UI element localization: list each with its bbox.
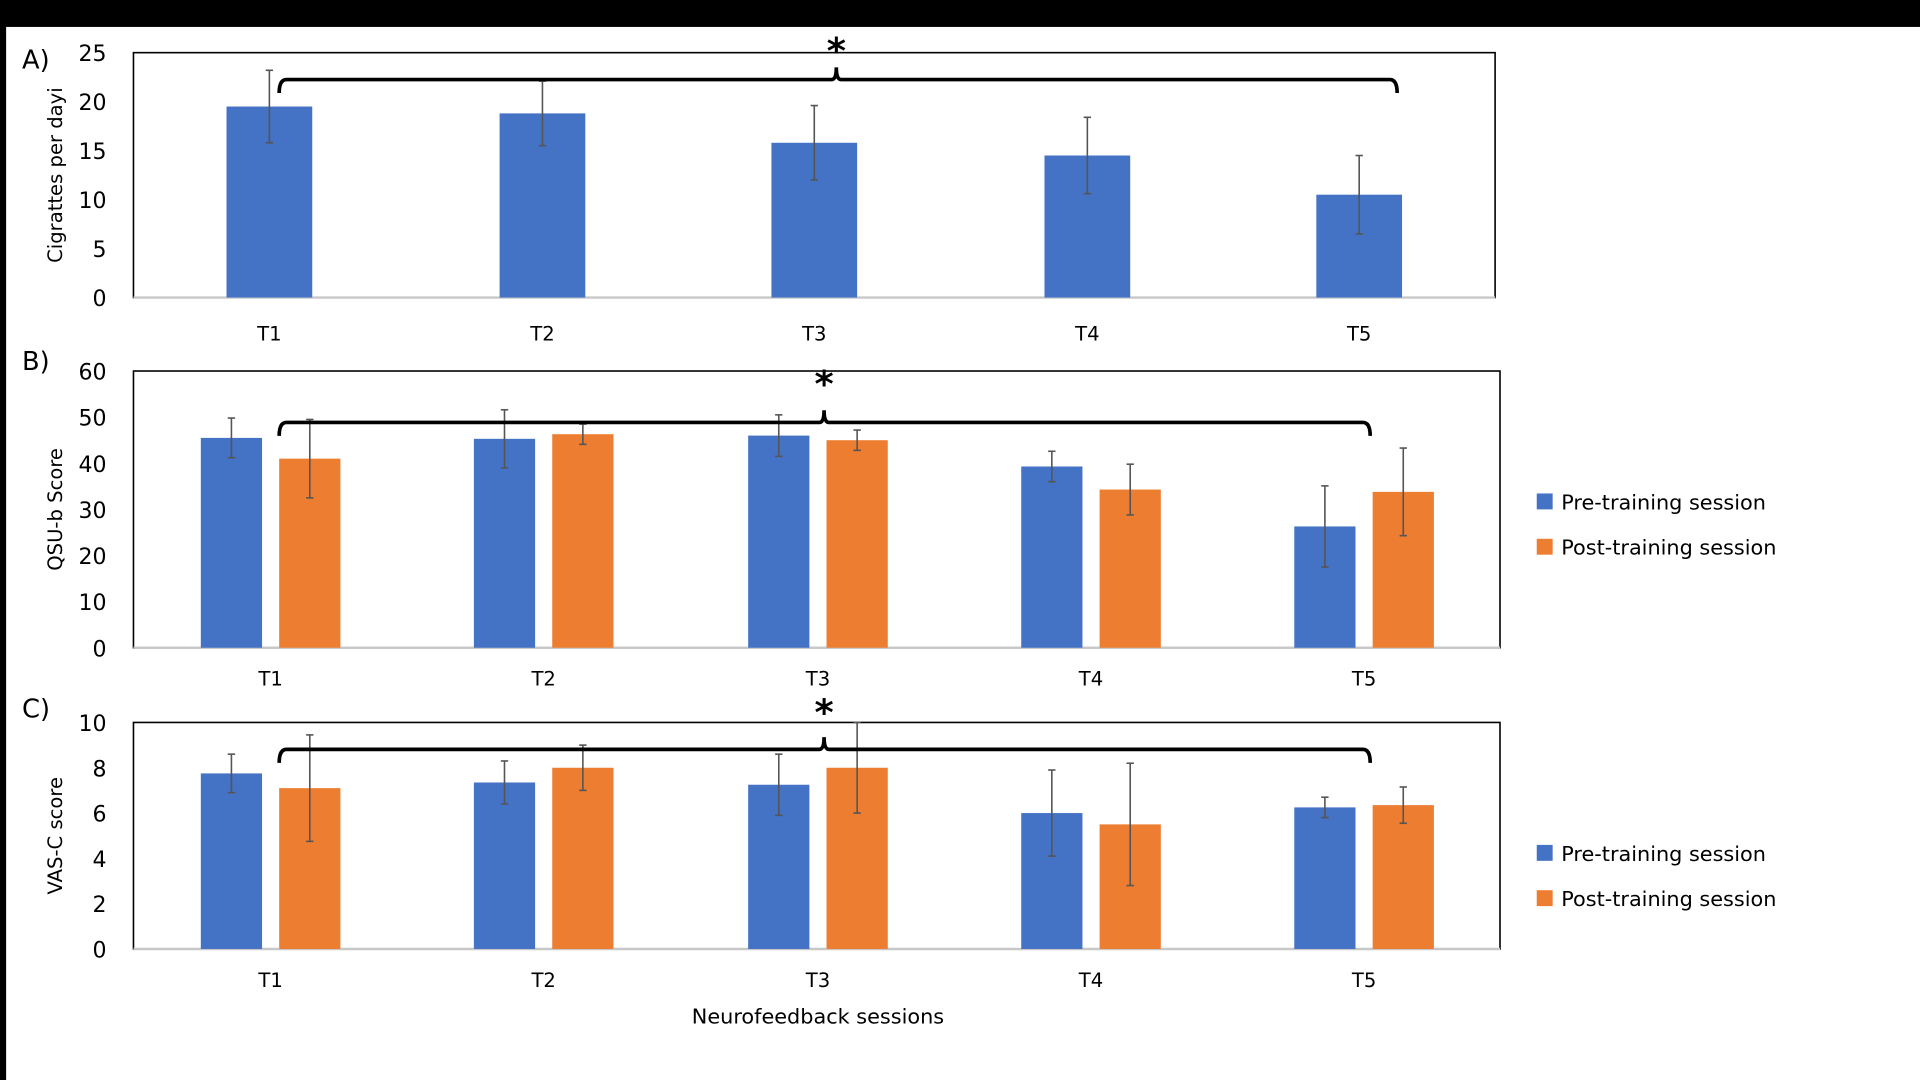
panel-label: B) <box>22 347 50 377</box>
y-tick-label: 40 <box>78 453 106 478</box>
panel-label: A) <box>22 46 50 76</box>
x-tick-label: T5 <box>1351 668 1376 691</box>
x-tick-label: T5 <box>1351 969 1376 992</box>
x-tick-label: T4 <box>1078 969 1103 992</box>
y-tick-label: 25 <box>78 42 106 67</box>
legend-label: Pre-training session <box>1561 842 1766 866</box>
x-tick-label: T4 <box>1074 322 1099 345</box>
bar-t4-series-2 <box>1099 489 1161 648</box>
bar-t3-series-1 <box>748 435 810 648</box>
legend-swatch <box>1536 844 1553 861</box>
x-tick-label: T2 <box>530 668 555 691</box>
bar-t2-series-1 <box>473 438 536 648</box>
x-tick-label: T4 <box>1078 668 1103 691</box>
y-tick-label: 0 <box>92 287 106 312</box>
y-tick-label: 10 <box>78 712 106 737</box>
legend-label: Pre-training session <box>1561 490 1766 514</box>
x-tick-label: T5 <box>1346 322 1371 345</box>
significance-asterisk: * <box>814 691 833 734</box>
x-tick-label: T1 <box>257 668 282 691</box>
panel-a: A) 0 5 10 15 20 25 Cigrattes per dayi T1 T2 T3 T4 T5… <box>22 30 1496 345</box>
panel-c: C) 0 2 4 6 8 10 VAS-C score T1 T2 T3 T4 T5 * Pre-train… <box>22 691 1776 1029</box>
y-tick-label: 0 <box>92 637 106 662</box>
x-tick-label: T1 <box>256 322 281 345</box>
bar-t5-series-2 <box>1372 805 1434 949</box>
panel-label: C) <box>22 695 50 725</box>
x-axis-label: Neurofeedback sessions <box>692 1005 944 1029</box>
x-tick-label: T2 <box>529 322 554 345</box>
y-tick-label: 8 <box>92 757 106 782</box>
y-axis-label: Cigrattes per dayi <box>44 87 67 263</box>
y-tick-label: 20 <box>78 91 106 116</box>
y-axis-label: VAS-C score <box>44 777 67 895</box>
y-tick-label: 10 <box>78 591 106 616</box>
legend-swatch <box>1536 493 1553 510</box>
bar-t1-series-1 <box>200 773 263 949</box>
x-tick-label: T3 <box>805 969 830 992</box>
y-tick-label: 5 <box>92 238 106 263</box>
legend-label: Post-training session <box>1561 887 1776 911</box>
legend-swatch <box>1536 890 1553 907</box>
y-tick-label: 0 <box>92 939 106 964</box>
panel-b: B) 0 10 20 30 40 50 60 QSU-b Score T1 T2 T3 T4 T5 * Pre… <box>22 347 1776 691</box>
significance-bracket <box>277 410 1373 436</box>
y-tick-label: 60 <box>78 361 106 386</box>
y-tick-label: 20 <box>78 545 106 570</box>
significance-asterisk: * <box>814 363 833 406</box>
x-tick-label: T1 <box>257 969 282 992</box>
legend-swatch <box>1536 538 1553 555</box>
y-tick-label: 10 <box>78 189 106 214</box>
x-tick-label: T2 <box>530 969 555 992</box>
y-tick-label: 6 <box>92 803 106 828</box>
bar-t2-series-1 <box>473 782 536 949</box>
y-tick-label: 30 <box>78 499 106 524</box>
significance-asterisk: * <box>827 30 846 73</box>
significance-bracket <box>277 67 1399 94</box>
y-tick-label: 4 <box>92 848 106 873</box>
bar-t2-series-2 <box>552 767 614 949</box>
bar-t1-series-1 <box>200 437 263 648</box>
y-tick-label: 15 <box>78 140 106 165</box>
bar-t2-series-2 <box>552 434 614 648</box>
bar-t3-series-2 <box>826 440 888 648</box>
y-tick-label: 2 <box>92 893 106 918</box>
x-tick-label: T3 <box>805 668 830 691</box>
bar-t5-series-1 <box>1294 807 1356 949</box>
y-axis-label: QSU-b Score <box>44 448 67 571</box>
bar-t4-series-1 <box>1021 466 1083 648</box>
y-tick-label: 50 <box>78 407 106 432</box>
x-tick-label: T3 <box>801 322 826 345</box>
legend-label: Post-training session <box>1561 536 1776 560</box>
significance-bracket <box>277 737 1373 763</box>
